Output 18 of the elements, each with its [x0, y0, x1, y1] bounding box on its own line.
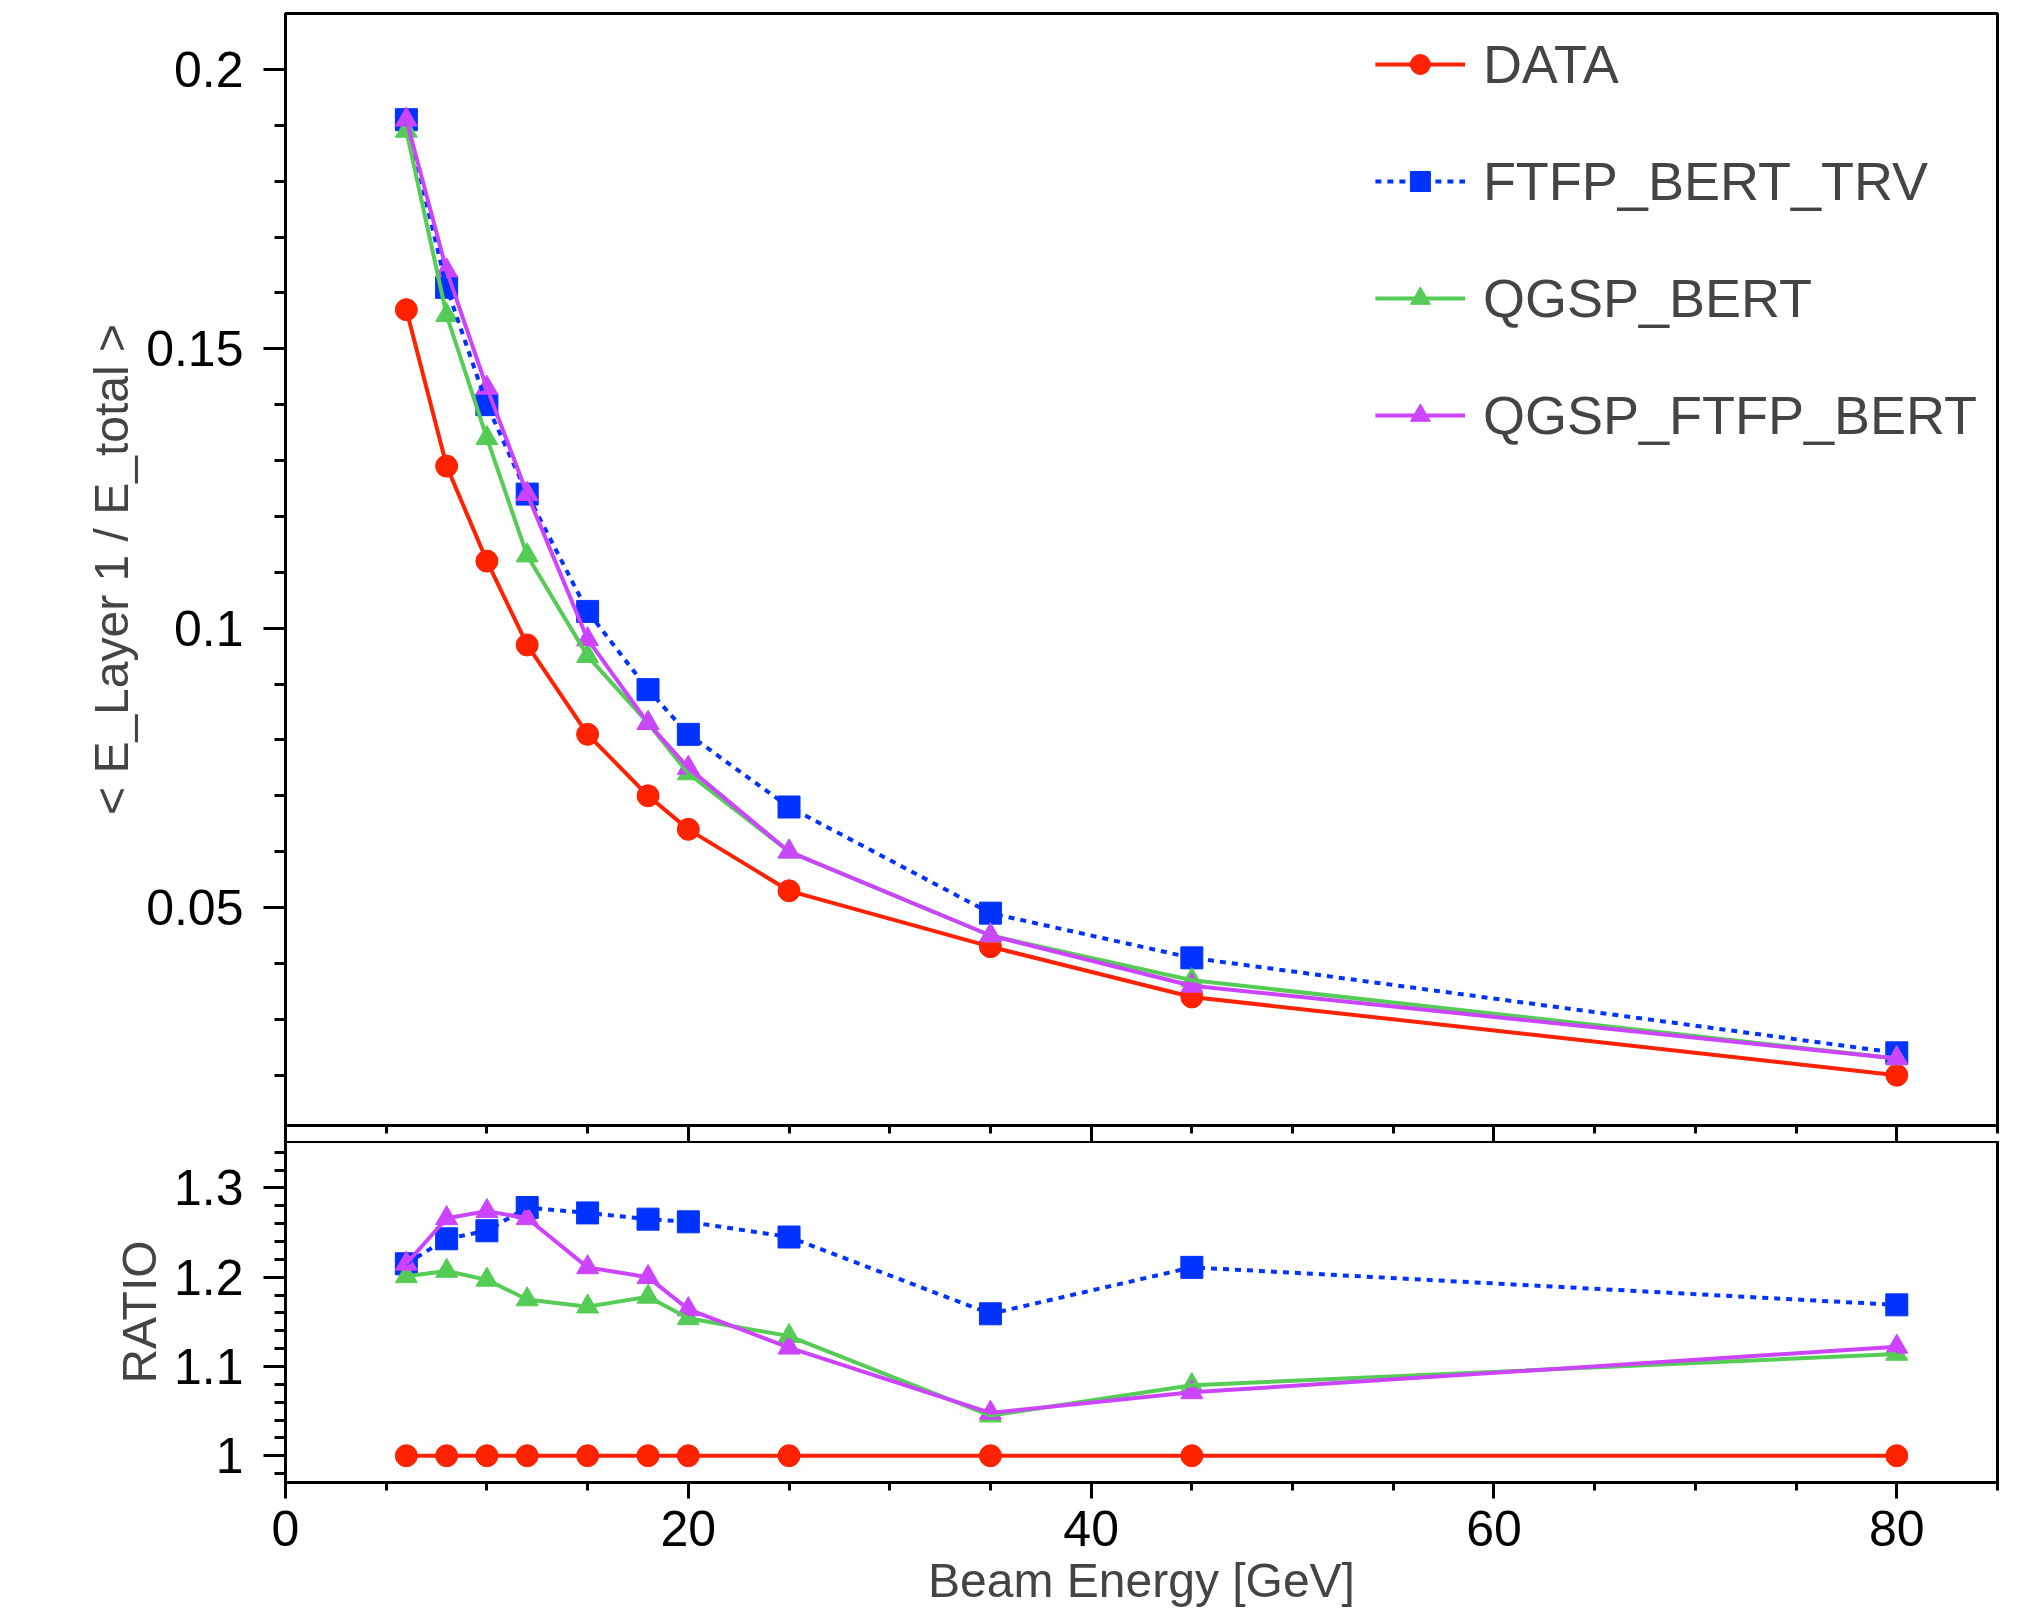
- y-tick-label: 1.1: [173, 1338, 244, 1395]
- legend-label: QGSP_BERT: [1482, 267, 1812, 329]
- y-tick-label: 0.15: [146, 321, 244, 378]
- y-axis-title: RATIO: [112, 1240, 166, 1384]
- y-tick-label: 0.1: [173, 600, 244, 657]
- x-tick-label: 60: [1466, 1500, 1522, 1557]
- y-tick-label: 1.3: [173, 1160, 244, 1217]
- x-tick-label: 20: [660, 1500, 717, 1557]
- legend-label: QGSP_FTFP_BERT: [1482, 384, 1977, 446]
- y-axis-title: < E_Layer 1 / E_total >: [85, 324, 139, 815]
- x-tick-label: 80: [1868, 1500, 1925, 1557]
- y-tick-label: 0.05: [146, 880, 244, 937]
- y-tick-label: 0.2: [173, 41, 244, 98]
- legend-label: FTFP_BERT_TRV: [1482, 150, 1928, 212]
- legend-label: DATA: [1482, 33, 1619, 95]
- y-tick-label: 1: [215, 1428, 244, 1485]
- y-tick-label: 1.2: [173, 1249, 244, 1306]
- x-tick-label: 0: [271, 1500, 300, 1557]
